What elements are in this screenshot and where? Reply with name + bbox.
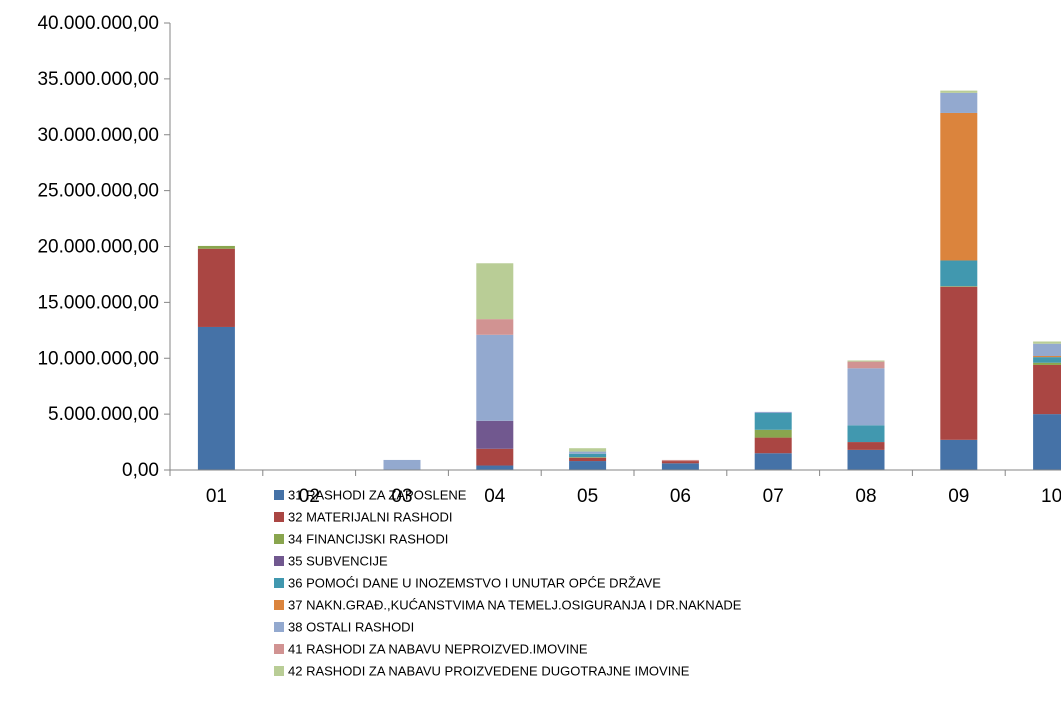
bar-segment	[1033, 357, 1061, 363]
legend-swatch	[274, 533, 284, 544]
legend-item: 42 RASHODI ZA NABAVU PROIZVEDENE DUGOTRA…	[274, 660, 1061, 682]
legend-item: 37 NAKN.GRAĐ.,KUĆANSTVIMA NA TEMELJ.OSIG…	[274, 594, 1061, 616]
bar-segment	[940, 286, 978, 440]
legend-item: 35 SUBVENCIJE	[274, 550, 1061, 572]
x-tick-label: 10	[1041, 486, 1061, 507]
legend-label: 32 MATERIJALNI RASHODI	[288, 509, 453, 525]
x-tick-label: 03	[391, 486, 412, 507]
y-tick-label: 15.000.000,00	[37, 292, 159, 313]
bar-segment	[1033, 414, 1061, 470]
bar-segment	[754, 453, 792, 470]
bar-segment	[940, 112, 978, 261]
legend-label: 37 NAKN.GRAĐ.,KUĆANSTVIMA NA TEMELJ.OSIG…	[288, 597, 742, 613]
legend-swatch	[274, 511, 284, 522]
x-tick-label: 09	[948, 486, 969, 507]
bar-segment	[383, 459, 421, 470]
bar-segment	[940, 286, 978, 287]
legend-label: 31 RASHODI ZA ZAPOSLENE	[288, 487, 467, 503]
y-tick-label: 20.000.000,00	[37, 237, 159, 258]
bar-segment	[661, 463, 699, 470]
legend-item: 38 OSTALI RASHODI	[274, 616, 1061, 638]
legend-item: 36 POMOĆI DANE U INOZEMSTVO I UNUTAR OPĆ…	[274, 572, 1061, 594]
x-axis-ticks: 01 02 03 04 05 06 07 08 09 10	[169, 470, 1061, 507]
legend-label: 41 RASHODI ZA NABAVU NEPROIZVED.IMOVINE	[288, 641, 588, 657]
legend-label: 36 POMOĆI DANE U INOZEMSTVO I UNUTAR OPĆ…	[288, 575, 661, 591]
legend-swatch	[274, 489, 284, 500]
bar-segment	[754, 437, 792, 454]
bar-segment	[661, 461, 699, 464]
legend-swatch	[274, 621, 284, 632]
bar-segment	[754, 413, 792, 430]
bar-segment	[1033, 362, 1061, 365]
bar-segment	[754, 429, 792, 438]
bar-segment	[476, 420, 514, 449]
y-tick-label: 10.000.000,00	[37, 348, 159, 369]
y-tick-label: 25.000.000,00	[37, 181, 159, 202]
bar-segment	[847, 449, 885, 470]
bar-segment	[476, 263, 514, 320]
bar-segment	[569, 461, 607, 470]
bar-segment	[1033, 341, 1061, 344]
y-axis-ticks: 0,00 5.000.000,00 10.000.000,00 15.000.000,…	[37, 13, 170, 481]
y-tick-label: 30.000.000,00	[37, 125, 159, 146]
bar-segment	[197, 248, 235, 327]
legend: 31 RASHODI ZA ZAPOSLENE 32 MATERIJALNI RA…	[274, 484, 1061, 708]
bar-segment	[940, 92, 978, 113]
bar-segment	[1033, 343, 1061, 357]
bar-segment	[847, 360, 885, 362]
y-tick-label: 0,00	[122, 460, 159, 481]
bar-segment	[1033, 364, 1061, 415]
bar-segment	[847, 442, 885, 450]
legend-item: 31 RASHODI ZA ZAPOSLENE	[274, 484, 1061, 506]
y-tick-label: 35.000.000,00	[37, 69, 159, 90]
x-tick-label: 07	[763, 486, 784, 507]
bar-segment	[940, 439, 978, 470]
legend-item: 34 FINANCIJSKI RASHODI	[274, 528, 1061, 550]
legend-label: 35 SUBVENCIJE	[288, 553, 388, 569]
legend-label: 34 FINANCIJSKI RASHODI	[288, 531, 449, 547]
bar-segment	[569, 457, 607, 458]
bar-segment	[476, 334, 514, 421]
bar-segment	[847, 425, 885, 443]
bar-segment	[197, 245, 235, 249]
legend-item: 32 MATERIJALNI RASHODI	[274, 506, 1061, 528]
legend-label: 42 RASHODI ZA NABAVU PROIZVEDENE DUGOTRA…	[288, 663, 690, 679]
bar-segment	[569, 453, 607, 458]
bar-segment	[476, 465, 514, 470]
bar-segment	[476, 319, 514, 335]
legend-swatch	[274, 643, 284, 654]
x-tick-label: 05	[577, 486, 598, 507]
x-tick-label: 08	[855, 486, 876, 507]
bar-segment	[569, 457, 607, 462]
bar-segment	[197, 326, 235, 470]
legend-label: 38 OSTALI RASHODI	[288, 619, 415, 635]
bar-segment	[847, 368, 885, 426]
legend-swatch	[274, 555, 284, 566]
x-tick-label: 02	[299, 486, 320, 507]
bar-segment	[569, 451, 607, 454]
x-tick-label: 01	[206, 486, 227, 507]
bar-segment	[661, 459, 699, 462]
bar-segment	[569, 448, 607, 452]
bar-segment	[940, 90, 978, 93]
bar-segment	[476, 448, 514, 466]
y-tick-label: 5.000.000,00	[48, 404, 159, 425]
bar-segment	[1033, 356, 1061, 358]
y-tick-label: 40.000.000,00	[37, 13, 159, 34]
bar-segment	[940, 260, 978, 287]
legend-item: 41 RASHODI ZA NABAVU NEPROIZVED.IMOVINE	[274, 638, 1061, 660]
legend-swatch	[274, 599, 284, 610]
x-tick-label: 04	[484, 486, 506, 507]
bars	[197, 90, 1061, 470]
legend-swatch	[274, 665, 284, 676]
legend-swatch	[274, 577, 284, 588]
x-tick-label: 06	[670, 486, 691, 507]
bar-segment	[847, 361, 885, 369]
bar-segment	[754, 411, 792, 414]
